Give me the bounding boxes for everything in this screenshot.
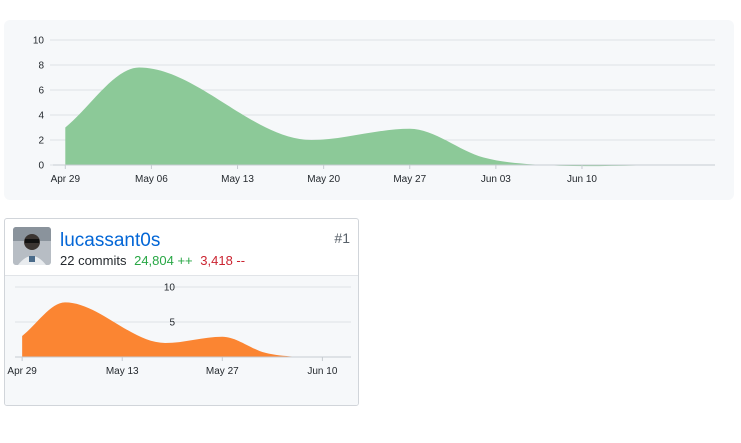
contributor-stats: 22 commits 24,804 ++ 3,418 -- <box>60 253 245 268</box>
y-tick-label: 10 <box>33 36 45 47</box>
x-axis-ticks: Apr 29 May 13 May 27 Jun 10 <box>7 356 351 377</box>
y-tick-label: 5 <box>169 318 175 329</box>
x-tick-label: Apr 29 <box>51 174 81 185</box>
x-tick-label: May 06 <box>135 174 168 185</box>
contributor-header: lucassant0s 22 commits 24,804 ++ 3,418 -… <box>5 219 358 276</box>
y-tick-label: 2 <box>38 136 44 147</box>
y-tick-label: 0 <box>38 161 44 172</box>
x-tick-label: Jun 10 <box>567 174 597 185</box>
additions-count: 24,804 ++ <box>134 253 193 268</box>
x-tick-label: May 27 <box>393 174 426 185</box>
commit-count[interactable]: 22 commits <box>60 253 127 268</box>
contributions-area <box>22 302 323 358</box>
y-tick-label: 10 <box>164 283 176 294</box>
x-tick-label: Jun 10 <box>307 366 337 377</box>
y-tick-label: 8 <box>38 61 44 72</box>
contributor-username-link[interactable]: lucassant0s <box>60 230 161 251</box>
y-tick-label: 4 <box>38 111 44 122</box>
contributor-area-chart: 5 10 Apr 29 May 13 May 27 Jun 10 <box>7 283 351 377</box>
x-axis-ticks: Apr 29 May 06 May 13 May 20 May 27 Jun 03 Jun … <box>51 164 715 185</box>
x-tick-label: May 13 <box>106 366 139 377</box>
x-tick-label: May 27 <box>206 366 239 377</box>
x-tick-label: Jun 03 <box>481 174 511 185</box>
contributions-chart-panel: 0 2 4 6 8 10 Apr 29 May 06 May 13 May 20 May 27 Jun… <box>4 20 734 200</box>
contributions-area <box>65 67 681 167</box>
contributor-chart-panel: 5 10 Apr 29 May 13 May 27 Jun 10 <box>5 276 358 405</box>
avatar[interactable] <box>13 227 51 265</box>
contributions-area-chart: 0 2 4 6 8 10 Apr 29 May 06 May 13 May 20 May 27 Jun… <box>33 36 715 185</box>
deletions-count: 3,418 -- <box>200 253 246 268</box>
x-tick-label: May 13 <box>221 174 254 185</box>
x-tick-label: Apr 29 <box>7 366 37 377</box>
contributor-rank: #1 <box>334 230 350 246</box>
y-tick-label: 6 <box>38 86 44 97</box>
x-tick-label: May 20 <box>307 174 340 185</box>
contributor-card: lucassant0s 22 commits 24,804 ++ 3,418 -… <box>4 218 359 406</box>
